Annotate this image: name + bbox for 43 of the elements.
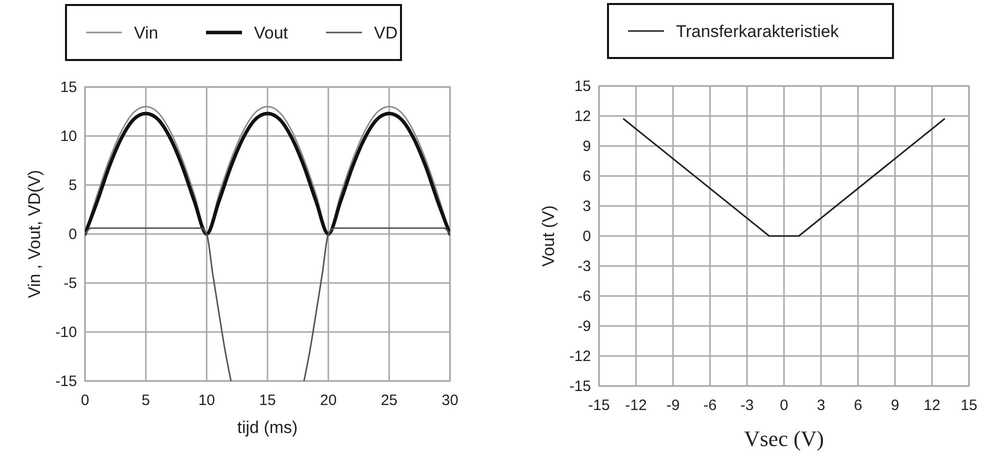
y-tick-label: -12 (569, 348, 591, 365)
y-tick-label: -15 (55, 373, 77, 390)
x-tick-label: -6 (703, 397, 717, 414)
y-tick-label: 3 (582, 198, 591, 215)
y-tick-label: -10 (55, 324, 77, 341)
y-tick-label: 9 (582, 138, 591, 155)
y-tick-label: 0 (68, 226, 77, 243)
legend-label: Vout (254, 24, 288, 42)
y-tick-label: 12 (574, 108, 591, 125)
x-tick-label: -12 (625, 397, 647, 414)
x-tick-label: 15 (960, 397, 978, 414)
x-tick-label: -3 (740, 397, 754, 414)
y-tick-label: -6 (578, 288, 591, 305)
y-tick-label: 15 (60, 79, 77, 96)
x-tick-label: 15 (259, 392, 276, 409)
x-tick-label: 0 (780, 397, 788, 414)
y-tick-label: 10 (60, 128, 77, 145)
x-tick-label: 3 (816, 397, 826, 414)
legend-label: Transferkarakteristiek (676, 22, 840, 41)
y-tick-label: 0 (582, 228, 591, 245)
y-tick-label: -3 (578, 258, 591, 275)
y-tick-label: 6 (582, 168, 591, 185)
y-axis-title: Vout (V) (539, 205, 558, 267)
x-tick-label: 0 (80, 392, 90, 409)
x-tick-label: 9 (890, 397, 900, 414)
y-tick-label: -5 (64, 275, 77, 292)
y-axis-title: Vin , Vout, VD(V) (25, 170, 44, 298)
y-tick-label: -9 (578, 318, 591, 335)
x-tick-label: 6 (854, 397, 862, 414)
x-tick-label: 25 (380, 392, 398, 409)
x-tick-label: 10 (198, 392, 216, 409)
y-tick-label: 5 (68, 177, 77, 194)
legend-label: VD (374, 24, 398, 42)
y-tick-label: 15 (574, 78, 591, 95)
x-axis-title: Vsec (V) (744, 426, 824, 451)
legend-label: Vin (134, 24, 158, 42)
x-tick-label: 5 (142, 392, 150, 409)
x-tick-label: 12 (924, 397, 940, 414)
x-tick-label: -9 (666, 397, 680, 414)
x-tick-label: 20 (320, 392, 337, 409)
y-tick-label: -15 (569, 378, 591, 395)
x-axis-title: tijd (ms) (237, 418, 298, 437)
x-tick-label: 30 (442, 392, 458, 409)
